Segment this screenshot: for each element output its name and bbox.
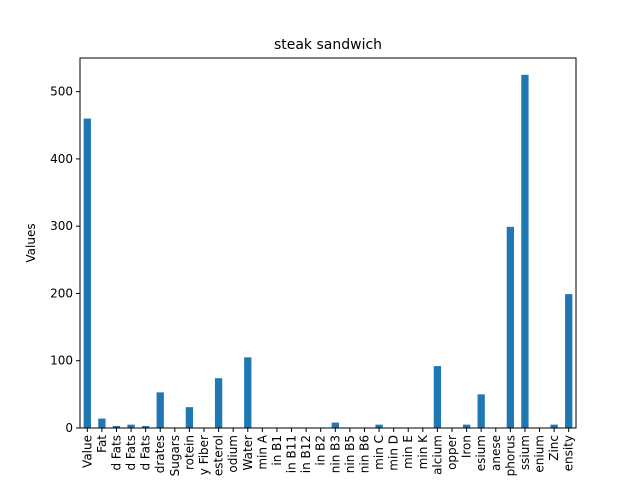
bar-27 (477, 394, 485, 428)
x-tick-label-3: d Fats (124, 435, 138, 471)
y-axis-label: Values (24, 223, 38, 262)
x-tick-label-13: in B1 (270, 435, 284, 466)
chart-title: steak sandwich (274, 37, 382, 53)
x-tick-label-17: nin B3 (328, 435, 342, 473)
plot-frame (79, 57, 577, 429)
x-tick-label-23: min K (416, 434, 430, 469)
y-tick-label-2: 200 (50, 286, 73, 300)
bar-1 (98, 418, 106, 428)
x-tick-label-20: min C (372, 435, 386, 470)
x-tick-label-15: in B12 (299, 435, 313, 473)
bar-17 (331, 422, 339, 428)
x-tick-label-1: Fat (95, 435, 109, 453)
y-tick-label-3: 300 (50, 219, 73, 233)
x-tick-label-19: nin B6 (357, 435, 371, 473)
x-tick-label-33: ensity (562, 435, 576, 471)
bar-5 (156, 392, 164, 428)
x-tick-label-0: Value (80, 435, 94, 468)
x-tick-label-26: Iron (460, 435, 474, 458)
x-tick-label-18: nin B5 (343, 435, 357, 473)
x-tick-label-14: in B11 (285, 435, 299, 473)
x-tick-label-27: esium (474, 435, 488, 471)
x-tick-label-9: esterol (212, 435, 226, 476)
bar-9 (214, 378, 223, 428)
x-tick-label-30: ssium (518, 435, 532, 470)
bar-4 (142, 425, 150, 428)
x-tick-label-31: enium (533, 435, 547, 473)
bar-2 (112, 425, 121, 428)
bar-32 (550, 424, 558, 428)
y-tick-label-0: 0 (65, 421, 73, 435)
bar-29 (506, 226, 514, 428)
bar-11 (244, 357, 252, 428)
y-tick-label-4: 400 (50, 152, 73, 166)
bar-30 (521, 74, 529, 428)
bar-24 (433, 366, 442, 428)
x-tick-label-21: min D (387, 435, 401, 471)
x-tick-label-28: anese (489, 435, 503, 471)
x-tick-label-24: alcium (430, 435, 444, 475)
x-tick-label-4: d Fats (139, 435, 153, 471)
x-tick-label-16: in B2 (314, 435, 328, 466)
x-tick-label-8: y Fiber (197, 435, 211, 475)
x-tick-label-5: drates (153, 435, 167, 473)
x-tick-label-22: min E (401, 435, 415, 469)
y-tick-label-1: 100 (50, 354, 73, 368)
x-tick-label-12: min A (255, 434, 269, 469)
x-tick-label-29: phorus (503, 435, 517, 476)
bars (83, 74, 573, 429)
x-axis: Value Fat d Fats d Fats d Fats drates Sugars ro… (80, 428, 576, 476)
bar-20 (375, 424, 383, 428)
bar-33 (565, 294, 573, 428)
bar-0 (83, 118, 91, 429)
x-tick-label-2: d Fats (109, 435, 123, 471)
x-tick-label-10: odium (226, 435, 240, 473)
y-axis: 0 100 200 300 400 500 (50, 85, 80, 435)
x-tick-label-11: Water (241, 435, 255, 471)
x-tick-label-7: rotein (182, 435, 196, 470)
x-tick-label-25: opper (445, 435, 459, 470)
bar-7 (185, 407, 194, 428)
bar-26 (462, 424, 471, 428)
x-tick-label-32: Zinc (547, 435, 561, 461)
y-tick-label-5: 500 (50, 85, 73, 99)
bar-3 (127, 424, 135, 428)
x-tick-label-6: Sugars (168, 435, 182, 476)
